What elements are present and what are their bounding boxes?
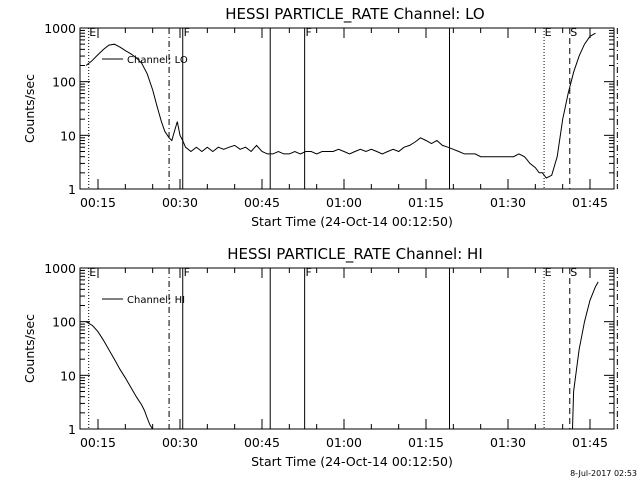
y-tick-label: 100 <box>52 315 76 330</box>
y-axis-label: Counts/sec <box>22 314 37 383</box>
x-tick-label: 01:45 <box>572 435 608 450</box>
series-line <box>85 32 596 179</box>
x-tick-label: 00:30 <box>162 435 198 450</box>
event-marker-label: F <box>305 26 311 39</box>
x-tick-label: 00:30 <box>162 195 198 210</box>
y-tick-label: 1000 <box>44 261 76 276</box>
legend-label: Channel: LO <box>127 55 188 66</box>
y-tick-label: 10 <box>60 368 76 383</box>
y-tick-label: 1 <box>68 422 76 437</box>
x-tick-label: 00:15 <box>80 195 116 210</box>
y-tick-label: 100 <box>52 75 76 90</box>
event-marker-label: F <box>184 266 190 279</box>
series-line <box>85 321 154 430</box>
y-tick-label: 1000 <box>44 21 76 36</box>
x-tick-label: 01:00 <box>326 195 362 210</box>
x-tick-label: 01:30 <box>490 195 526 210</box>
footer-timestamp: 8-Jul-2017 02:53 <box>570 469 637 478</box>
legend-label: Channel: HI <box>127 295 185 306</box>
event-marker-label: E <box>545 266 552 279</box>
plot-frame <box>79 267 615 430</box>
x-tick-label: 00:15 <box>80 435 116 450</box>
x-tick-label: 01:15 <box>408 435 444 450</box>
event-marker-label: E <box>89 26 96 39</box>
event-marker-label: S <box>570 266 577 279</box>
event-marker-label: S <box>570 26 577 39</box>
series-line <box>572 281 599 430</box>
x-axis-label: Start Time (24-Oct-14 00:12:50) <box>251 454 453 469</box>
chart-title: HESSI PARTICLE_RATE Channel: LO <box>225 5 484 24</box>
y-axis-label: Counts/sec <box>22 74 37 143</box>
x-tick-label: 01:00 <box>326 435 362 450</box>
x-tick-label: 01:15 <box>408 195 444 210</box>
x-tick-label: 00:45 <box>244 435 280 450</box>
event-marker-label: F <box>184 26 190 39</box>
event-marker-label: F <box>305 266 311 279</box>
x-axis-label: Start Time (24-Oct-14 00:12:50) <box>251 214 453 229</box>
event-marker-label: E <box>545 26 552 39</box>
y-tick-label: 1 <box>68 182 76 197</box>
x-tick-label: 00:45 <box>244 195 280 210</box>
event-marker-label: E <box>89 266 96 279</box>
x-tick-label: 01:30 <box>490 435 526 450</box>
chart-title: HESSI PARTICLE_RATE Channel: HI <box>227 245 483 264</box>
x-tick-label: 01:45 <box>572 195 608 210</box>
plot-frame <box>79 27 615 190</box>
y-tick-label: 10 <box>60 128 76 143</box>
